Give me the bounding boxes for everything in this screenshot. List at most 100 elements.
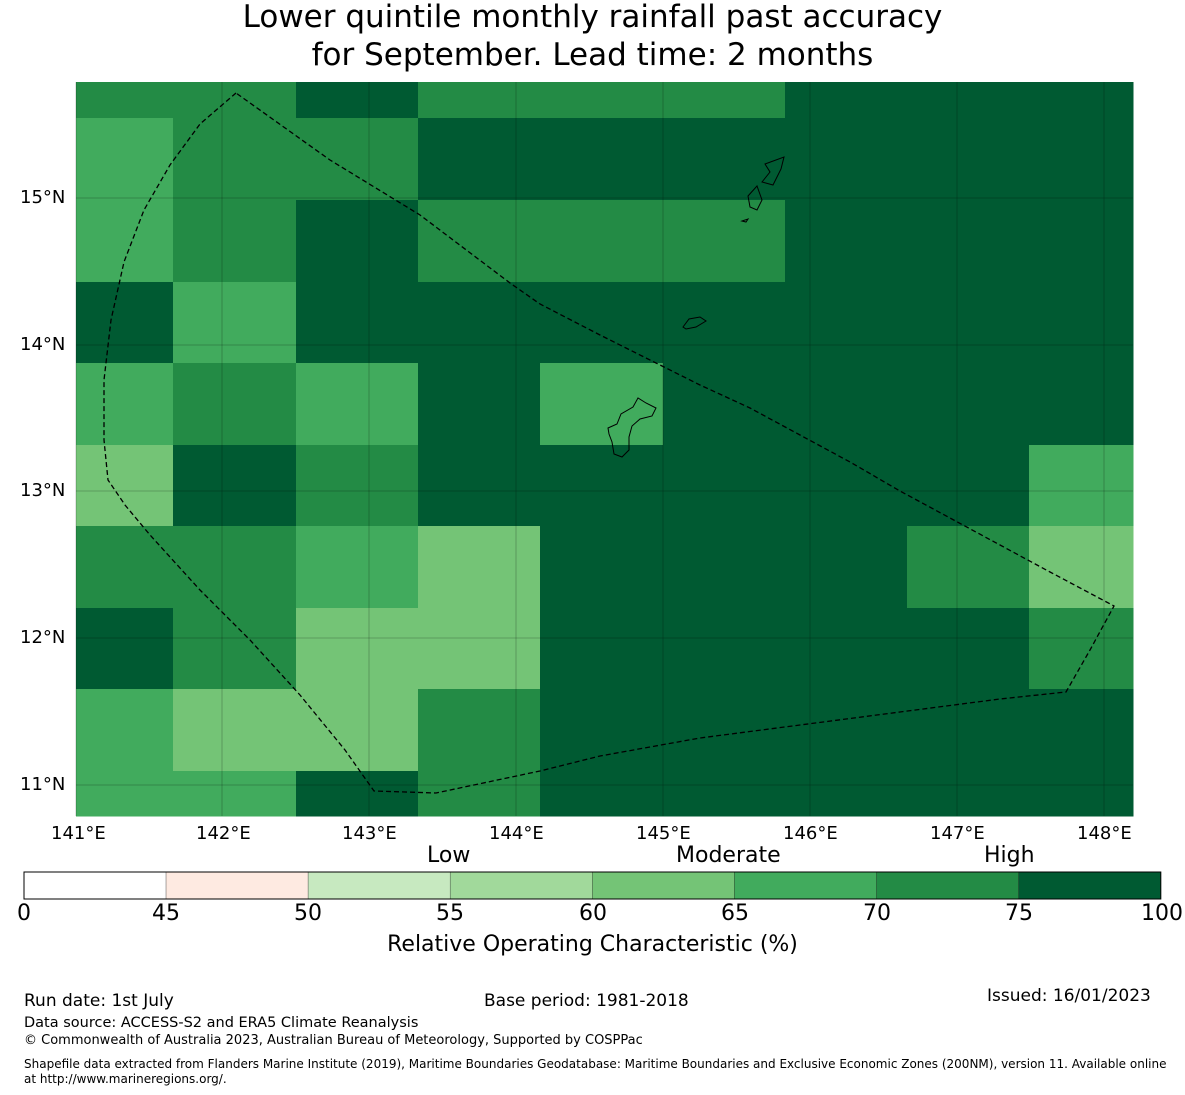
grid-cell [296,608,419,690]
grid-cell [296,771,419,817]
colorbar-segment [307,871,451,900]
grid-cell [76,363,174,446]
colorbar [23,871,1162,900]
colorbar-category-high: High [984,843,1035,868]
grid-cell [540,363,664,446]
grid-cell [663,689,786,772]
grid-cell [76,608,174,690]
grid-cell [540,82,664,119]
grid-cell [418,200,541,283]
colorbar-label: Relative Operating Characteristic (%) [387,932,798,957]
grid-cell [785,118,908,201]
grid-cell [540,118,664,201]
grid-cell [418,82,541,119]
grid-cell [540,608,664,690]
grid-cell [785,608,908,690]
lat-tick-11: 11°N [20,774,66,795]
grid-cell [296,445,419,527]
run-date: Run date: 1st July [24,991,174,1011]
colorbar-segment [23,871,167,900]
grid-cell [173,200,297,283]
grid-cell [907,282,1030,364]
grid-cell [663,526,786,609]
grid-cell [663,771,786,817]
colorbar-tick-75: 75 [1005,901,1033,926]
grid-cell [663,445,786,527]
colorbar-tick-100: 100 [1141,901,1183,926]
grid-cell [296,200,419,283]
rainfall-accuracy-grid [76,82,1134,817]
grid-cell [76,200,174,283]
grid-cell [418,689,541,772]
grid-cell [907,689,1030,772]
grid-cell [173,445,297,527]
grid-cell [1029,445,1134,527]
grid-cell [663,363,786,446]
grid-cell [785,282,908,364]
grid-cell [785,771,908,817]
grid-cell [418,445,541,527]
colorbar-tick-70: 70 [863,901,891,926]
grid-cell [76,771,174,817]
grid-cell [76,526,174,609]
island-guam [607,397,657,458]
lat-tick-14: 14°N [20,334,66,355]
grid-cell [418,608,541,690]
island-saipan [761,156,785,186]
data-source: Data source: ACCESS-S2 and ERA5 Climate … [24,1015,419,1031]
lat-tick-15: 15°N [20,187,66,208]
grid-cell [76,445,174,527]
grid-cell [1029,608,1134,690]
shapefile-credit-line-2: at http://www.marineregions.org/. [24,1072,227,1086]
grid-cell [540,771,664,817]
colorbar-segment [449,871,593,900]
island-rota [682,316,707,330]
lon-tick-142: 142°E [196,823,251,844]
grid-cell [907,200,1030,283]
lon-tick-145: 145°E [636,823,691,844]
grid-cell [173,282,297,364]
grid-cell [418,363,541,446]
grid-cell [1029,282,1134,364]
grid-cell [418,771,541,817]
grid-cell [1029,82,1134,119]
colorbar-tick-45: 45 [152,901,180,926]
grid-cell [540,282,664,364]
grid-cell [296,82,419,119]
lon-tick-143: 143°E [342,823,397,844]
island-aguijan [740,218,750,223]
title-line-1: Lower quintile monthly rainfall past acc… [242,0,943,35]
colorbar-segment [876,871,1020,900]
grid-cell [76,689,174,772]
grid-cell [785,200,908,283]
grid-cell [663,118,786,201]
grid-cell [173,771,297,817]
grid-cell [540,445,664,527]
eez-boundary [103,92,1115,794]
grid-cell [1029,363,1134,446]
grid-cell [907,118,1030,201]
colorbar-tick-60: 60 [579,901,607,926]
colorbar-tick-50: 50 [294,901,322,926]
colorbar-category-moderate: Moderate [676,843,781,868]
lon-tick-144: 144°E [489,823,544,844]
lat-tick-12: 12°N [20,627,66,648]
grid-cell [663,82,786,119]
grid-cell [296,282,419,364]
grid-cell [785,689,908,772]
grid-cell [540,200,664,283]
colorbar-tick-65: 65 [721,901,749,926]
grid-cell [785,82,908,119]
grid-cell [663,200,786,283]
grid-cell [907,363,1030,446]
colorbar-tick-55: 55 [436,901,464,926]
grid-cell [1029,526,1134,609]
grid-cell [907,526,1030,609]
grid-cell [173,526,297,609]
lon-tick-141: 141°E [51,823,106,844]
lat-tick-13: 13°N [20,480,66,501]
grid-cell [173,82,297,119]
grid-cell [907,608,1030,690]
grid-cell [1029,689,1134,772]
